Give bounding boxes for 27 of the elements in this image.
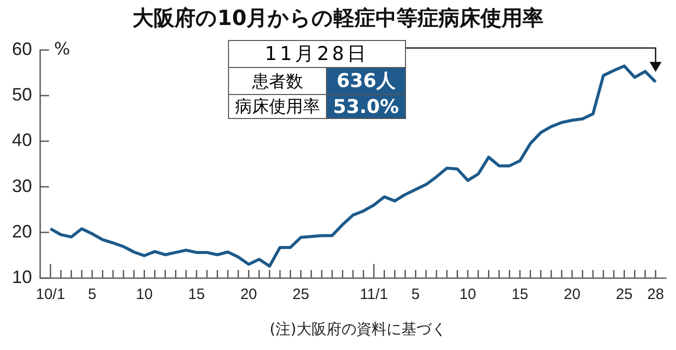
x-tick-label: 5	[88, 286, 96, 304]
x-tick-label: 20	[564, 286, 580, 304]
y-tick-label: 30	[12, 176, 32, 196]
y-tick-label: 50	[12, 84, 32, 105]
annotation: 病床使用率	[228, 94, 326, 118]
annotation: 53.0%	[326, 94, 406, 118]
x-tick-label: 11/1	[360, 286, 388, 304]
x-tick-label: 25	[616, 286, 633, 304]
x-tick-label: 10/1	[36, 286, 66, 304]
annotation: 636人	[326, 68, 406, 94]
x-tick-label: 15	[188, 286, 205, 304]
annotation: 11月28日	[228, 40, 406, 68]
y-axis-title: %	[54, 39, 70, 60]
chart-title: 大阪府の10月からの軽症中等症病床使用率	[131, 5, 545, 32]
y-tick-label: 60	[12, 38, 32, 59]
y-tick-label: 40	[12, 130, 32, 150]
annotation: 患者数	[228, 68, 326, 94]
x-tick-label: 10	[459, 286, 476, 304]
y-tick-label: 10	[12, 266, 32, 287]
x-tick-label: 28	[647, 286, 664, 304]
x-tick-label: 15	[512, 286, 528, 304]
text: (注)大阪府の資料に基づく	[268, 320, 448, 339]
x-tick-label: 20	[240, 286, 258, 304]
x-tick-label: 10	[136, 286, 153, 304]
x-tick-label: 25	[292, 286, 310, 304]
y-tick-label: 20	[12, 221, 32, 242]
x-tick-label: 5	[411, 286, 420, 304]
